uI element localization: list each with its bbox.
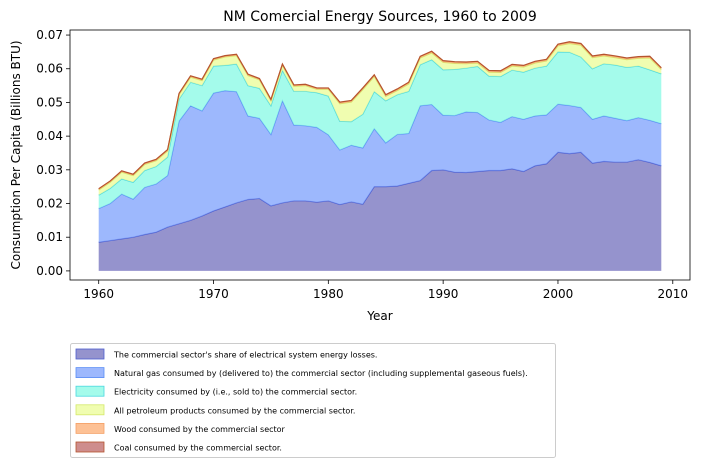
y-tick-label: 0.04	[36, 129, 63, 143]
x-tick-label: 1960	[83, 287, 114, 301]
area-series-0	[98, 152, 662, 271]
legend-swatch-0	[75, 348, 105, 360]
x-tick-label: 1980	[313, 287, 344, 301]
legend-label-1: Natural gas consumed by (delivered to) t…	[114, 369, 528, 378]
y-tick-label: 0.07	[36, 28, 63, 42]
x-tick-label: 2000	[543, 287, 574, 301]
legend-swatch-5	[75, 441, 105, 453]
x-tick-label: 1970	[198, 287, 229, 301]
y-axis-ticks: 0.00 0.01 0.02 0.03 0.04 0.05 0.06 0.07	[36, 28, 70, 278]
legend-swatch-1	[75, 367, 105, 379]
y-tick-label: 0.03	[36, 163, 63, 177]
legend-label-2: Electricity consumed by (i.e., sold to) …	[114, 388, 357, 397]
area-series-3	[98, 43, 662, 196]
y-tick-label: 0.02	[36, 197, 63, 211]
legend-swatch-4	[75, 422, 105, 434]
y-tick-label: 0.01	[36, 230, 63, 244]
legend-swatch-3	[75, 404, 105, 416]
legend-label-3: All petroleum products consumed by the c…	[114, 406, 355, 415]
legend: The commercial sector's share of electri…	[70, 343, 556, 458]
legend-label-5: Coal consumed by the commercial sector.	[114, 444, 282, 453]
plot-frame	[69, 29, 691, 281]
x-axis-ticks: 1960 1970 1980 1990 2000 2010	[83, 280, 688, 301]
x-tick-label: 1990	[428, 287, 459, 301]
legend-box	[70, 343, 556, 458]
legend-label-0: The commercial sector's share of electri…	[113, 351, 377, 360]
y-tick-label: 0.00	[36, 264, 63, 278]
y-tick-label: 0.05	[36, 95, 63, 109]
x-axis-title: Year	[366, 309, 392, 323]
area-series-line-5	[98, 41, 662, 190]
legend-label-4: Wood consumed by the commercial sector	[114, 425, 286, 434]
area-series-2	[98, 51, 662, 209]
y-tick-label: 0.06	[36, 62, 63, 76]
area-series-1	[98, 90, 662, 243]
area-layers	[98, 41, 662, 271]
legend-swatch-2	[75, 385, 105, 397]
y-axis-title: Consumption Per Capita (Billions BTU)	[9, 40, 23, 269]
x-tick-label: 2010	[658, 287, 689, 301]
chart-title: NM Comercial Energy Sources, 1960 to 200…	[223, 9, 537, 25]
